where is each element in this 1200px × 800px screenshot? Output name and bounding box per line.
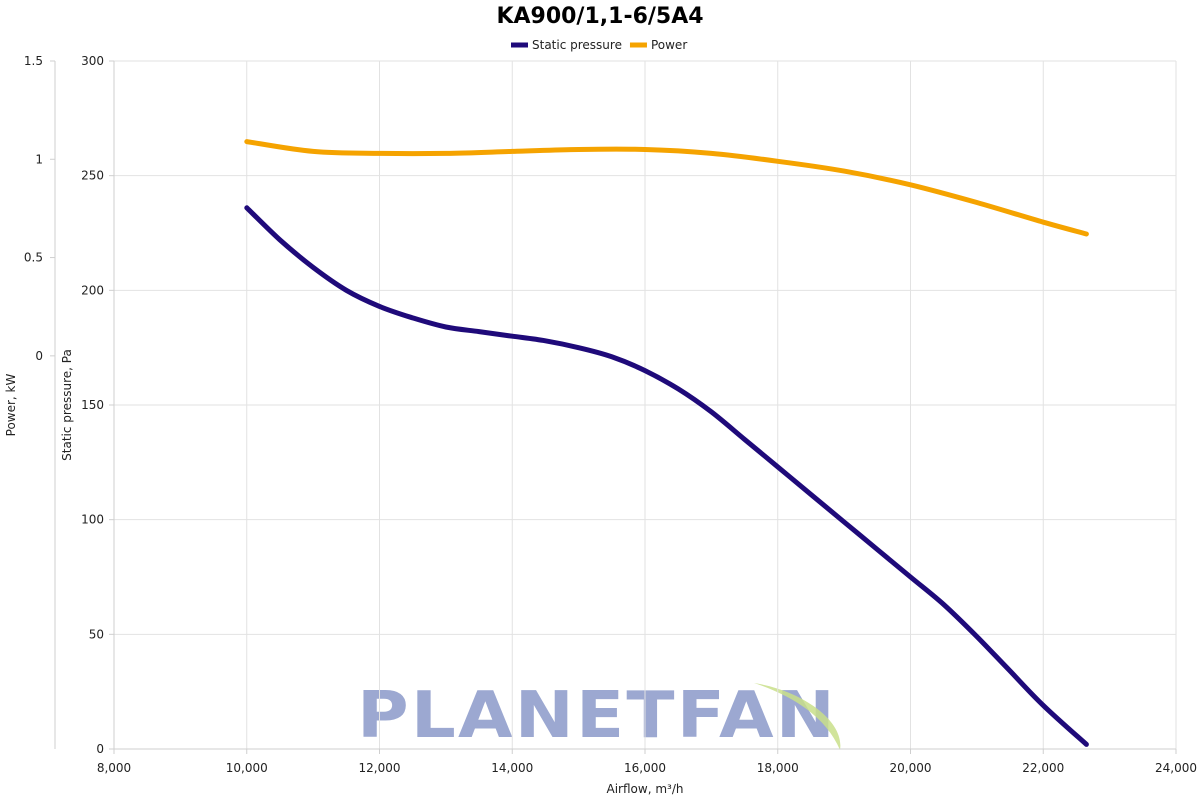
legend-label-static-pressure: Static pressure (532, 38, 622, 52)
pressure-tick-label: 300 (81, 54, 104, 68)
x-tick-label: 8,000 (97, 761, 131, 775)
x-tick-label: 20,000 (890, 761, 932, 775)
x-axis-title: Airflow, m³/h (607, 782, 684, 796)
power-tick-label: 1.5 (24, 54, 43, 68)
pressure-tick-label: 50 (89, 627, 104, 641)
x-tick-label: 22,000 (1022, 761, 1064, 775)
watermark-leaf-icon (754, 683, 841, 750)
x-tick-label: 10,000 (226, 761, 268, 775)
x-tick-label: 12,000 (359, 761, 401, 775)
legend-label-power: Power (651, 38, 687, 52)
power-axis-title: Power, kW (4, 374, 18, 437)
pressure-tick-label: 200 (81, 283, 104, 297)
x-tick-label: 16,000 (624, 761, 666, 775)
pressure-tick-label: 0 (96, 742, 104, 756)
static-pressure-line (244, 205, 1089, 747)
power-tick-label: 0.5 (24, 251, 43, 265)
chart-title: KA900/1,1-6/5A4 (496, 4, 703, 29)
pressure-axis-title: Static pressure, Pa (60, 349, 74, 461)
watermark-text: PLANETFAN (357, 679, 837, 753)
pressure-tick-label: 150 (81, 398, 104, 412)
power-line (244, 139, 1089, 237)
x-tick-label: 14,000 (491, 761, 533, 775)
power-tick-label: 1 (35, 152, 43, 166)
pressure-tick-label: 100 (81, 513, 104, 527)
x-tick-label: 24,000 (1155, 761, 1197, 775)
power-tick-label: 0 (35, 349, 43, 363)
x-tick-label: 18,000 (757, 761, 799, 775)
pressure-tick-label: 250 (81, 169, 104, 183)
